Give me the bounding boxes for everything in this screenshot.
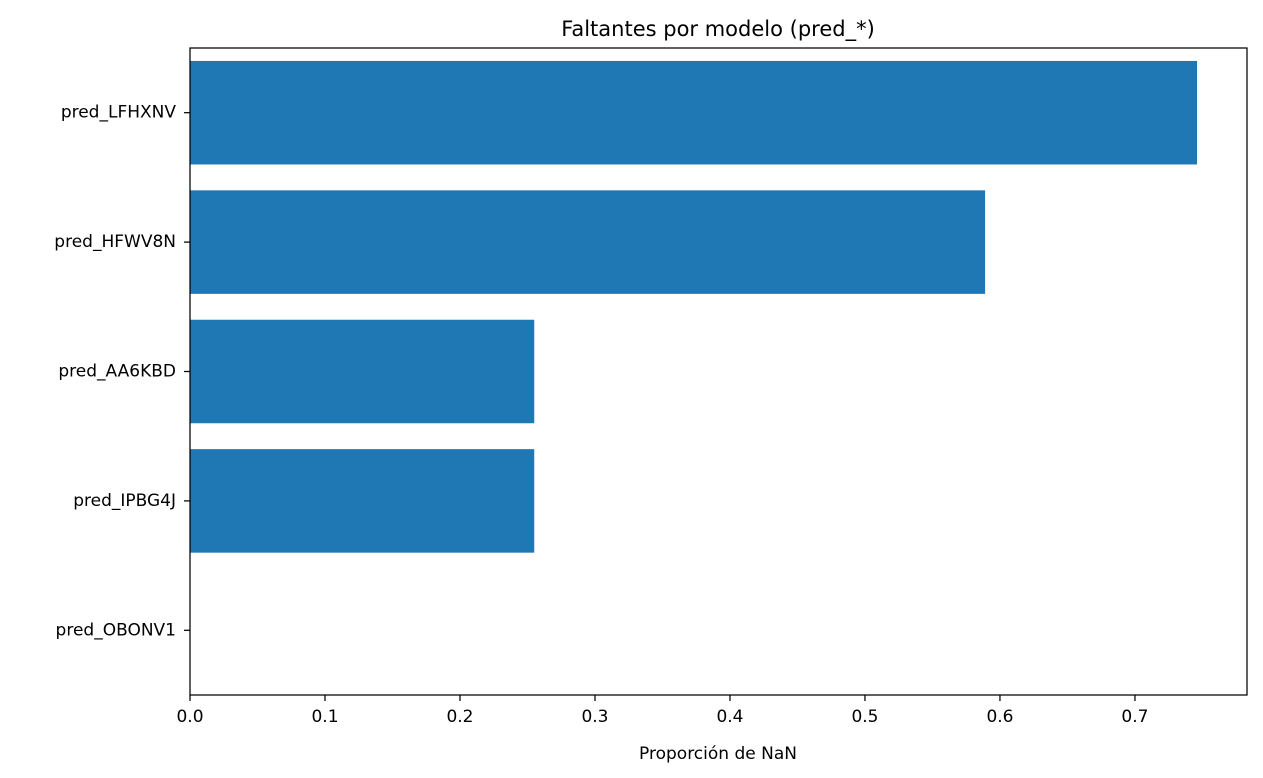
- x-tick-label: 0.7: [1121, 707, 1148, 727]
- x-tick-label: 0.0: [176, 707, 203, 727]
- bars-group: [190, 60, 1198, 553]
- y-tick-label: pred_AA6KBD: [58, 362, 176, 382]
- y-tick-label: pred_OBONV1: [56, 620, 176, 640]
- x-tick-label: 0.3: [581, 707, 608, 727]
- plot-frame: [189, 47, 1248, 696]
- y-tick-label: pred_HFWV8N: [54, 232, 176, 252]
- bar-pred-ipbg4j: [190, 449, 535, 553]
- x-ticks-group: 0.0 0.1 0.2 0.3 0.4 0.5 0.6 0.7: [176, 695, 1148, 727]
- x-tick-label: 0.1: [311, 707, 338, 727]
- y-ticks-group: pred_LFHXNV pred_HFWV8N pred_AA6KBD pred_IP…: [54, 103, 190, 640]
- bar-pred-lfhxnv: [190, 60, 1198, 165]
- y-tick-label: pred_LFHXNV: [61, 103, 177, 123]
- x-tick-label: 0.2: [446, 707, 473, 727]
- x-axis-label: Proporción de NaN: [639, 744, 797, 764]
- chart-title: Faltantes por modelo (pred_*): [561, 17, 875, 42]
- bar-pred-hfwv8n: [190, 190, 986, 294]
- x-tick-label: 0.6: [986, 707, 1013, 727]
- bar-pred-aa6kbd: [190, 319, 535, 424]
- x-tick-label: 0.5: [851, 707, 878, 727]
- x-tick-label: 0.4: [716, 707, 743, 727]
- y-tick-label: pred_IPBG4J: [73, 491, 176, 511]
